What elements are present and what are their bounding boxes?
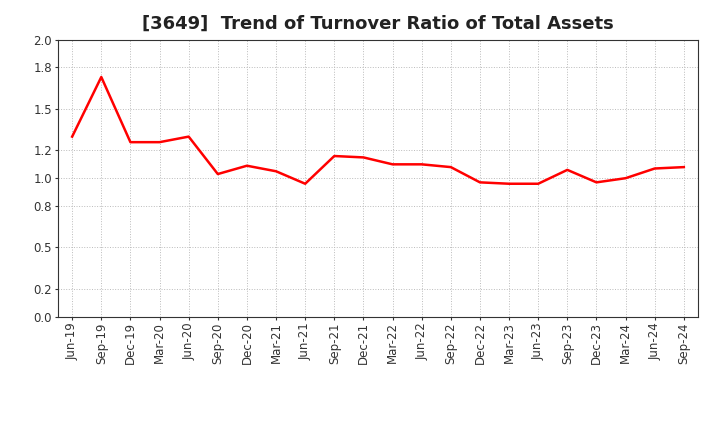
Title: [3649]  Trend of Turnover Ratio of Total Assets: [3649] Trend of Turnover Ratio of Total … [142,15,614,33]
